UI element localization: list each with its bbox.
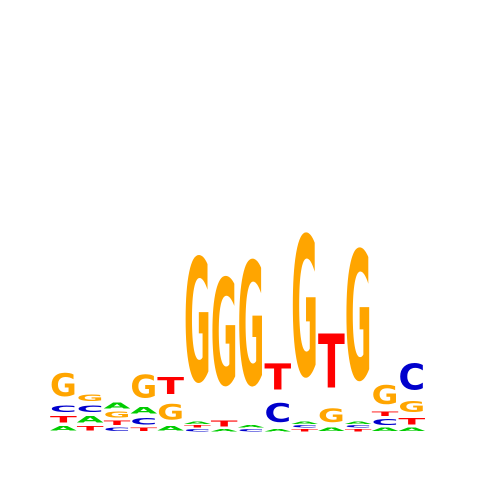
letter-A: A [157,425,185,432]
letter-A: A [291,421,318,425]
letter-A: A [104,401,132,410]
logo-column-7: ATG [211,249,239,432]
letter-A: A [50,425,78,432]
letter-A: A [264,428,291,432]
letter-A: A [398,427,425,432]
letter-A: A [211,428,238,432]
letter-C: C [50,403,77,414]
letter-T: T [291,428,318,432]
letter-G: G [318,405,345,427]
letter-T: T [318,319,345,405]
letter-A: A [372,427,399,432]
letter-T: T [130,427,157,432]
letter-G: G [398,398,425,416]
letter-C: C [104,427,131,432]
letter-C: C [264,399,291,429]
letter-A: A [318,427,345,432]
letter-G: G [211,249,238,419]
letter-C: C [77,403,104,414]
letter-G: G [291,197,318,421]
letter-G: G [238,227,265,424]
letter-C: C [398,358,425,398]
letter-A: A [345,421,372,425]
letter-G: G [184,224,211,421]
letter-C: C [345,425,372,429]
logo-column-11: AGT [318,319,345,432]
letter-T: T [184,425,211,429]
letter-G: G [50,369,77,404]
letter-G: G [345,216,372,422]
letter-C: C [184,429,211,433]
letter-A: A [184,421,211,425]
letter-G: G [104,410,131,419]
letter-C: C [238,429,265,433]
letter-T: T [50,414,78,425]
logo-column-5: AGT [157,373,185,432]
letter-T: T [372,410,400,417]
letter-G: G [372,380,399,410]
letter-C: C [130,416,157,427]
letter-G: G [77,393,104,404]
letter-G: G [157,399,184,425]
letter-T: T [211,419,239,428]
letter-T: T [345,428,372,432]
letter-T: T [264,356,291,398]
letter-A: A [77,414,104,425]
letter-A: A [238,425,265,429]
logo-column-8: CAG [238,227,265,432]
letter-G: G [130,370,157,405]
letter-T: T [398,416,426,427]
logo-column-9: ACT [264,356,291,432]
letter-A: A [130,405,157,416]
letter-T: T [104,419,132,426]
letter-C: C [372,418,399,427]
letter-T: T [157,373,184,400]
letter-T: T [77,425,105,432]
letter-C: C [291,425,318,429]
